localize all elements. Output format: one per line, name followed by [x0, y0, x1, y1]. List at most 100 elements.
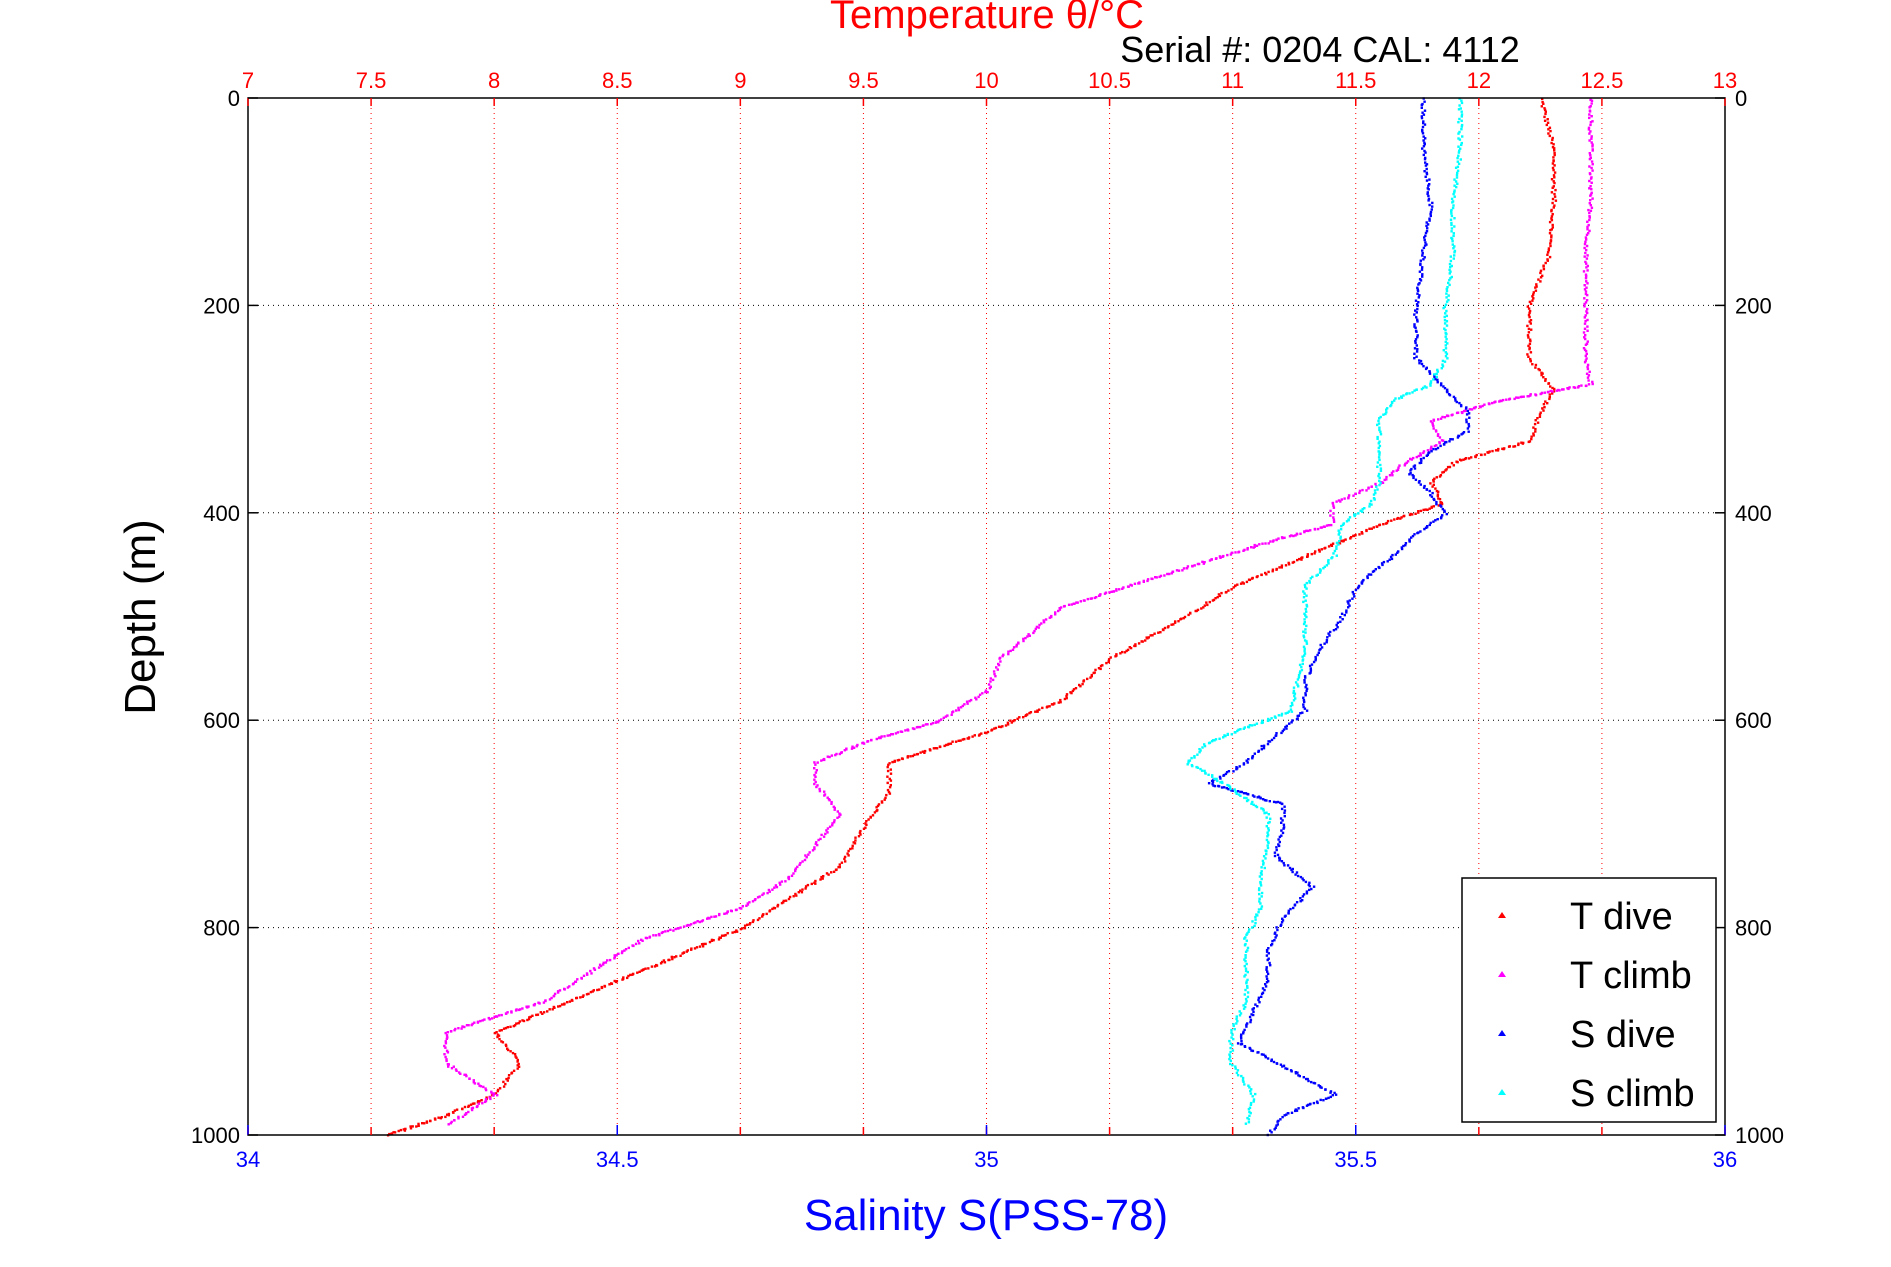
s-dive-data-point — [1353, 595, 1356, 598]
s-climb-data-point — [1234, 1067, 1237, 1070]
t-dive-data-point — [1528, 309, 1532, 313]
t-climb-data-point — [1057, 609, 1060, 613]
s-climb-data-point — [1261, 807, 1265, 811]
t-dive-data-point — [1242, 582, 1245, 585]
s-dive-data-point — [1277, 838, 1280, 841]
s-climb-data-point — [1304, 585, 1307, 589]
s-climb-data-point — [1230, 1031, 1233, 1034]
t-dive-data-point — [869, 816, 872, 819]
t-dive-data-point — [1074, 687, 1078, 690]
t-dive-data-point — [548, 1008, 551, 1011]
s-climb-data-point — [1246, 995, 1250, 999]
s-climb-data-point — [1457, 145, 1460, 148]
t-climb-data-point — [1007, 652, 1010, 656]
t-dive-data-point — [1298, 557, 1301, 561]
s-dive-data-point — [1280, 802, 1283, 805]
t-climb-data-point — [1058, 608, 1062, 611]
s-climb-data-point — [1456, 171, 1459, 175]
t-dive-data-point — [939, 745, 942, 749]
t-climb-data-point — [740, 907, 743, 910]
t-climb-data-point — [1517, 396, 1520, 399]
t-dive-data-point — [1552, 206, 1555, 209]
t-dive-data-point — [1549, 129, 1552, 133]
t-dive-data-point — [610, 982, 613, 985]
s-dive-data-point — [1302, 893, 1306, 896]
t-climb-data-point — [467, 1024, 470, 1027]
s-climb-data-point — [1233, 788, 1236, 791]
s-climb-data-point — [1452, 232, 1455, 235]
s-climb-data-point — [1442, 349, 1445, 352]
t-dive-data-point — [888, 777, 891, 781]
t-climb-data-point — [826, 755, 829, 758]
t-climb-data-point — [1319, 526, 1322, 529]
s-climb-data-point — [1453, 251, 1456, 254]
s-climb-data-point — [1262, 861, 1265, 865]
s-climb-data-point — [1449, 259, 1453, 263]
t-dive-data-point — [973, 734, 976, 737]
t-climb-data-point — [613, 957, 616, 960]
t-dive-data-point — [597, 988, 601, 991]
t-dive-data-point — [1529, 302, 1533, 305]
s-climb-data-point — [1242, 1080, 1245, 1083]
t-dive-data-point — [1543, 115, 1546, 119]
temperature-tick-label: 7.5 — [356, 68, 387, 93]
s-climb-data-point — [1459, 107, 1462, 110]
s-dive-data-point — [1404, 544, 1407, 547]
s-climb-data-point — [1264, 857, 1267, 860]
s-climb-data-point — [1378, 426, 1381, 429]
t-dive-data-point — [1554, 188, 1557, 192]
s-climb-data-point — [1453, 225, 1456, 228]
t-dive-data-point — [1291, 561, 1294, 564]
s-climb-data-point — [1333, 549, 1337, 553]
t-dive-data-point — [752, 919, 755, 922]
s-climb-data-point — [1259, 902, 1262, 905]
s-climb-data-point — [1445, 320, 1449, 323]
t-dive-data-point — [1550, 234, 1553, 237]
s-dive-data-point — [1271, 939, 1274, 943]
s-climb-data-point — [1265, 852, 1268, 856]
t-climb-data-point — [1191, 564, 1194, 568]
s-climb-data-point — [1452, 257, 1455, 260]
s-dive-data-point — [1445, 512, 1448, 516]
s-dive-data-point — [1422, 120, 1425, 123]
s-dive-data-point — [1240, 790, 1244, 794]
s-dive-data-point — [1308, 881, 1311, 884]
t-dive-data-point — [1214, 597, 1217, 600]
s-dive-data-point — [1225, 787, 1228, 790]
t-climb-data-point — [741, 905, 744, 908]
t-climb-data-point — [640, 938, 643, 941]
s-climb-data-point — [1262, 809, 1265, 812]
t-climb-data-point — [1354, 492, 1357, 496]
t-dive-data-point — [1267, 570, 1270, 574]
s-climb-data-point — [1301, 662, 1304, 666]
t-climb-data-point — [454, 1068, 458, 1071]
s-climb-data-point — [1246, 985, 1249, 988]
s-dive-data-point — [1397, 550, 1400, 553]
t-climb-data-point — [1027, 633, 1030, 636]
s-dive-data-point — [1251, 794, 1255, 797]
plot-area-data — [386, 97, 1594, 1137]
x-axis-label: Salinity S(PSS-78) — [804, 1191, 1168, 1240]
t-climb-data-point — [1590, 188, 1593, 191]
t-climb-data-point — [1007, 650, 1010, 653]
t-climb-data-point — [689, 923, 693, 926]
t-dive-data-point — [977, 734, 981, 737]
s-dive-data-point — [1253, 752, 1256, 755]
t-climb-data-point — [771, 888, 774, 891]
t-dive-data-point — [557, 1005, 560, 1008]
t-dive-data-point — [1010, 721, 1013, 724]
s-dive-data-point — [1283, 809, 1287, 812]
s-dive-data-point — [1440, 382, 1443, 385]
t-climb-data-point — [822, 835, 826, 838]
s-dive-data-point — [1232, 770, 1235, 773]
s-dive-data-point — [1430, 450, 1433, 453]
t-climb-data-point — [444, 1042, 448, 1045]
s-climb-data-point — [1246, 986, 1249, 989]
s-dive-data-point — [1380, 562, 1384, 565]
t-dive-data-point — [1211, 599, 1215, 602]
t-dive-data-point — [921, 750, 925, 753]
t-dive-data-point — [1320, 548, 1323, 551]
t-climb-data-point — [1590, 166, 1593, 170]
s-dive-data-point — [1312, 885, 1316, 888]
s-climb-data-point — [1292, 691, 1295, 695]
